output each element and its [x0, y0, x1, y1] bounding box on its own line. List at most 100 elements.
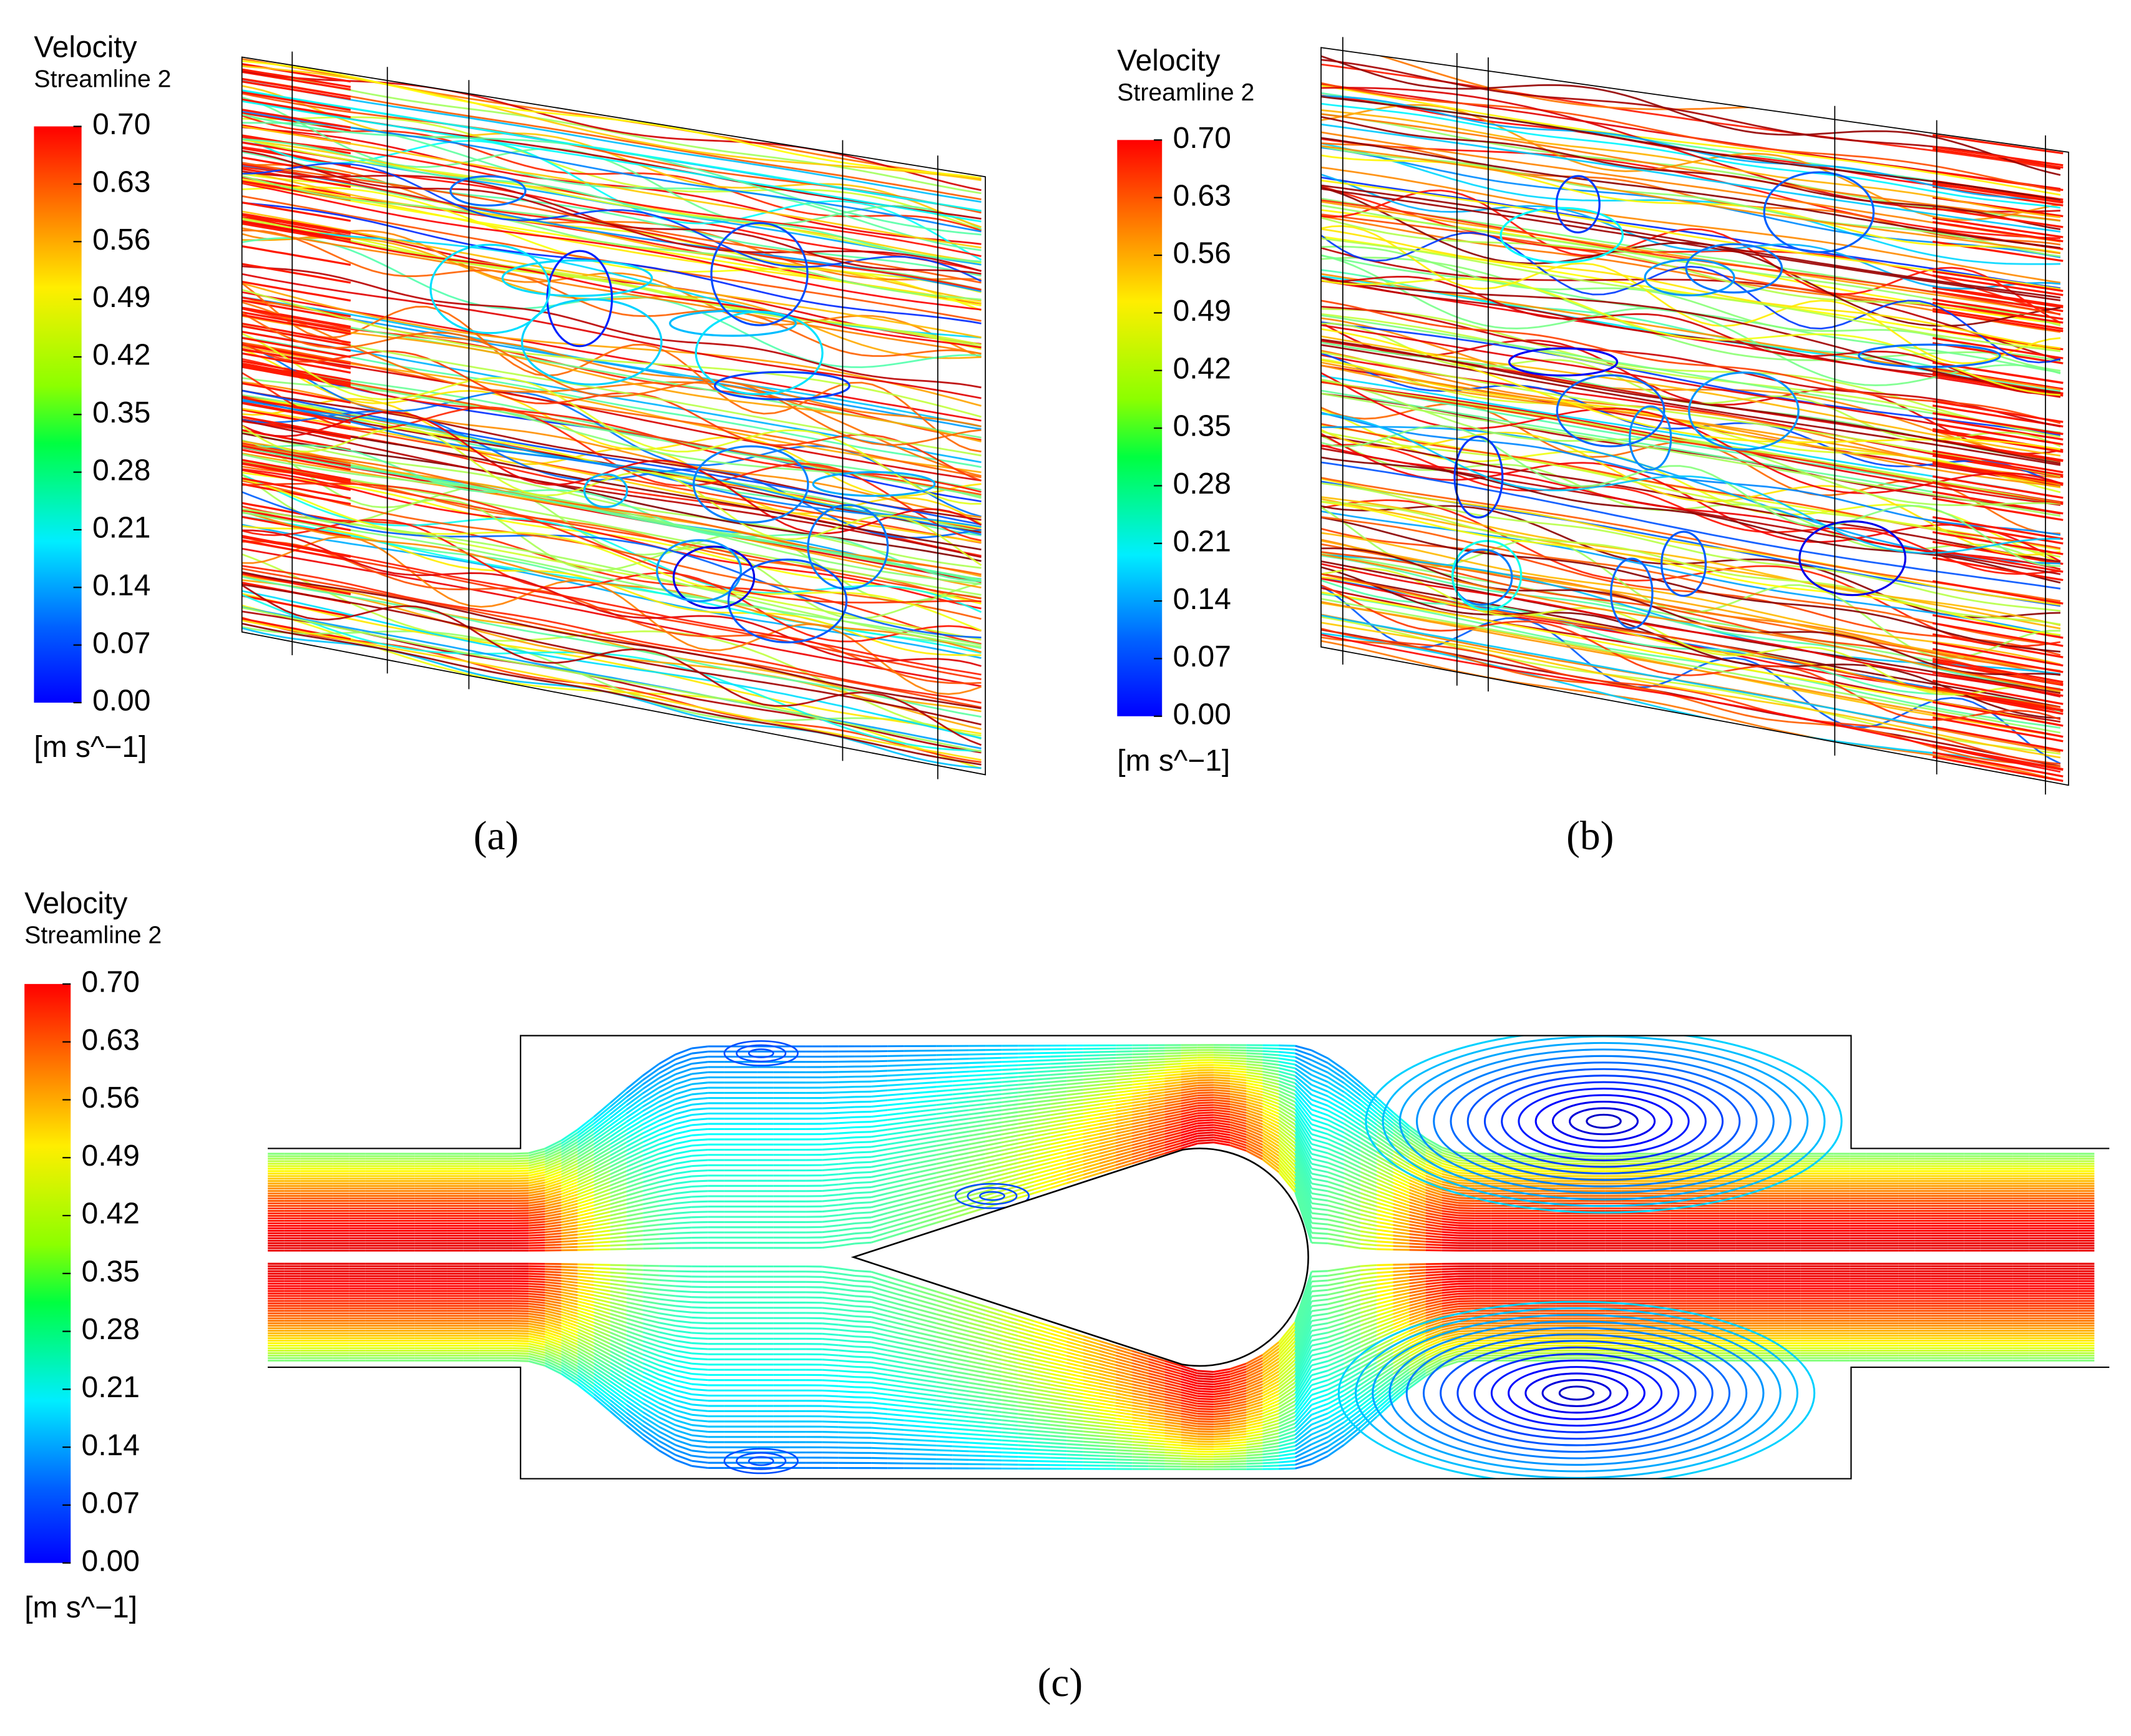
streamline [1360, 1116, 1378, 1129]
streamline [241, 162, 982, 282]
streamline [1327, 1143, 1345, 1152]
streamline [691, 1200, 708, 1203]
streamline [1083, 1143, 1100, 1149]
streamline [241, 595, 351, 618]
streamline [528, 1155, 545, 1162]
streamline [593, 1113, 611, 1128]
streamline [920, 1185, 937, 1192]
streamline [675, 1108, 692, 1115]
streamline [1181, 1090, 1198, 1094]
streamline [854, 1146, 872, 1149]
streamline [1050, 1150, 1068, 1156]
streamline [1115, 1096, 1133, 1100]
streamline [1294, 1161, 1313, 1204]
streamline [1164, 1108, 1181, 1113]
streamline [1181, 1054, 1197, 1057]
streamline [241, 77, 982, 200]
streamline [1213, 1091, 1231, 1095]
streamline [1392, 1174, 1410, 1184]
streamline [1409, 1186, 1426, 1194]
streamline [1932, 217, 2064, 238]
streamline [1148, 1149, 1165, 1157]
streamline [1376, 1147, 1394, 1159]
streamline [968, 1103, 986, 1107]
streamline [1246, 1125, 1263, 1134]
streamline [1458, 1212, 1475, 1214]
streamline [1393, 1245, 1410, 1248]
streamline [1148, 1075, 1165, 1078]
streamline [1197, 1114, 1214, 1117]
streamline [1343, 1159, 1361, 1169]
streamline [1099, 1070, 1116, 1073]
streamline [838, 1086, 856, 1088]
streamline [241, 360, 351, 382]
streamline [838, 1192, 856, 1196]
streamline [936, 1212, 953, 1219]
streamline [626, 1114, 644, 1127]
streamline [1294, 1063, 1312, 1076]
streamline [1115, 1129, 1133, 1135]
streamline [593, 1106, 611, 1121]
streamline [241, 606, 982, 749]
streamline [870, 1128, 888, 1133]
streamline [1148, 1136, 1165, 1142]
streamline [822, 1234, 839, 1239]
streamline [887, 1169, 904, 1175]
streamline [626, 1163, 643, 1173]
streamline [659, 1227, 676, 1231]
streamline [659, 1242, 676, 1245]
streamline [691, 1159, 708, 1162]
streamline [903, 1208, 920, 1215]
streamline [1279, 1073, 1296, 1081]
streamline [561, 1239, 578, 1243]
streamline [1441, 1231, 1459, 1234]
streamline [920, 1140, 937, 1145]
geometry-edges [1320, 37, 2069, 795]
streamline [1376, 1116, 1394, 1131]
streamline [658, 1113, 676, 1122]
streamline [920, 1212, 937, 1219]
streamline [593, 1143, 611, 1156]
streamline [1050, 1164, 1068, 1171]
streamline [904, 1189, 920, 1196]
streamline [936, 1119, 953, 1124]
streamline [626, 1203, 643, 1209]
streamline [1932, 422, 2064, 446]
streamline [1164, 1095, 1181, 1099]
streamline [675, 1139, 692, 1145]
streamline [1392, 1196, 1410, 1204]
streamline [1278, 1086, 1296, 1096]
streamline [1425, 1140, 1443, 1151]
streamline [1327, 1114, 1345, 1125]
tick-label: 0.00 [92, 685, 150, 718]
streamline [1425, 1178, 1443, 1186]
streamline [560, 1150, 578, 1161]
streamline [1343, 1068, 1362, 1084]
streamline [528, 1171, 545, 1177]
streamline [610, 1113, 627, 1126]
streamline [904, 1161, 920, 1167]
streamline [241, 288, 982, 418]
streamline [241, 469, 351, 491]
tick-label: 0.49 [1173, 295, 1231, 328]
streamline [577, 1133, 595, 1146]
streamline [691, 1148, 708, 1152]
streamline [610, 1178, 627, 1187]
streamline [1441, 1186, 1459, 1192]
streamline [1131, 1131, 1149, 1138]
streamline [822, 1153, 839, 1156]
streamline [1376, 1213, 1393, 1219]
streamline [544, 1173, 562, 1181]
streamline [544, 1179, 562, 1186]
streamline [1262, 1068, 1279, 1073]
streamline [1327, 1237, 1345, 1242]
streamline [1262, 1088, 1279, 1095]
streamline [675, 1216, 692, 1219]
vortex [656, 539, 743, 603]
streamline [1050, 1122, 1067, 1127]
streamline [1001, 1138, 1018, 1144]
streamline [838, 1177, 856, 1181]
streamline [822, 1137, 839, 1141]
streamline [870, 1202, 888, 1209]
streamline [675, 1093, 693, 1100]
